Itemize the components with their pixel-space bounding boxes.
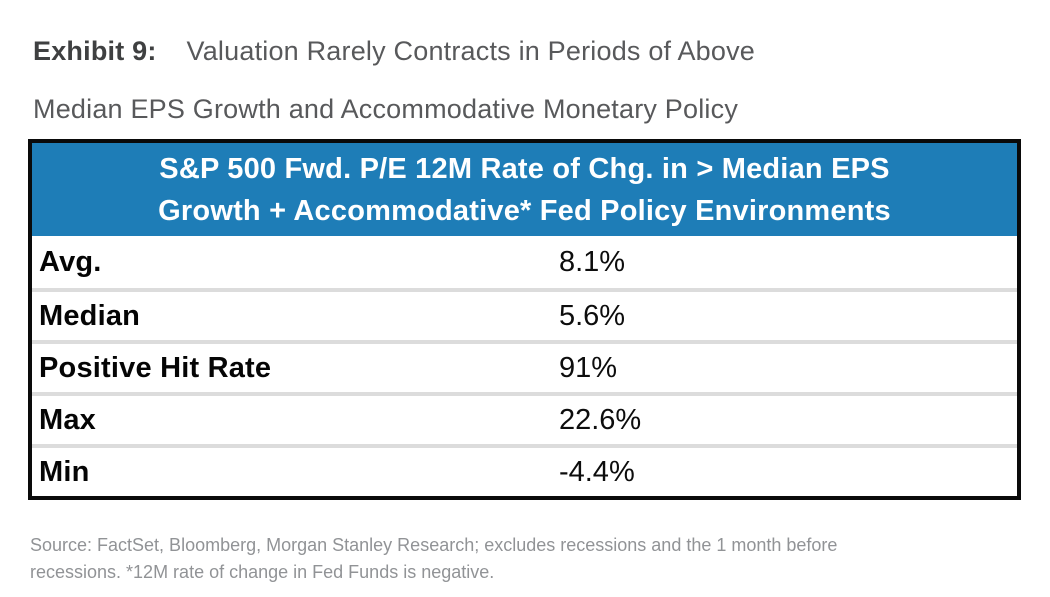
exhibit-title-text-1: Valuation Rarely Contracts in Periods of…: [186, 36, 756, 66]
row-label: Median: [39, 299, 141, 332]
exhibit-title-line-1: Exhibit 9: Valuation Rarely Contracts in …: [33, 22, 755, 80]
exhibit-title-line-2: Median EPS Growth and Accommodative Mone…: [33, 80, 755, 138]
exhibit-title-text-2: Median EPS Growth and Accommodative Mone…: [33, 94, 739, 124]
row-value: 91%: [558, 351, 618, 384]
row-value: 5.6%: [558, 299, 626, 332]
table-header: S&P 500 Fwd. P/E 12M Rate of Chg. in > M…: [32, 143, 1017, 236]
source-footnote-line-1: Source: FactSet, Bloomberg, Morgan Stanl…: [30, 535, 838, 555]
exhibit-title: Exhibit 9: Valuation Rarely Contracts in …: [33, 22, 755, 138]
row-label: Avg.: [39, 245, 102, 278]
row-label: Min: [39, 455, 90, 488]
table-row: Max 22.6%: [32, 392, 1017, 444]
table-header-line-1: S&P 500 Fwd. P/E 12M Rate of Chg. in > M…: [159, 153, 890, 185]
row-value: -4.4%: [558, 455, 635, 488]
table-row: Median 5.6%: [32, 288, 1017, 340]
table-body: Avg. 8.1% Median 5.6% Positive Hit Rate …: [32, 236, 1017, 496]
exhibit-number-label: Exhibit 9:: [33, 36, 157, 66]
table-row: Avg. 8.1%: [32, 236, 1017, 288]
row-value: 8.1%: [558, 245, 626, 278]
table-row: Positive Hit Rate 91%: [32, 340, 1017, 392]
source-footnote-line-2: recessions. *12M rate of change in Fed F…: [30, 562, 495, 582]
table-header-line-2: Growth + Accommodative* Fed Policy Envir…: [158, 195, 891, 227]
statistics-table: S&P 500 Fwd. P/E 12M Rate of Chg. in > M…: [28, 139, 1021, 500]
table-row: Min -4.4%: [32, 444, 1017, 496]
source-footnote: Source: FactSet, Bloomberg, Morgan Stanl…: [30, 532, 837, 586]
row-label: Positive Hit Rate: [39, 351, 272, 384]
row-label: Max: [39, 403, 97, 436]
row-value: 22.6%: [558, 403, 642, 436]
